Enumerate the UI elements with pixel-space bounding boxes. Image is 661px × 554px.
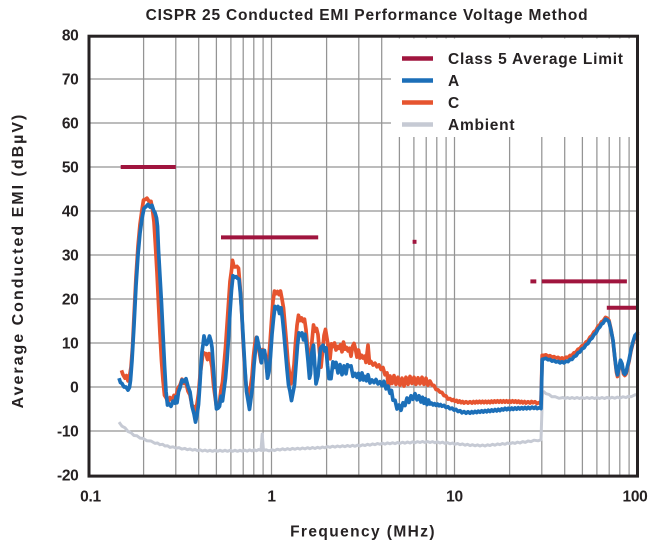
svg-text:0.1: 0.1	[80, 489, 101, 506]
svg-text:60: 60	[62, 116, 79, 133]
svg-text:C: C	[448, 95, 460, 112]
svg-text:Frequency (MHz): Frequency (MHz)	[290, 524, 436, 541]
svg-text:1: 1	[267, 489, 276, 506]
svg-text:80: 80	[62, 28, 79, 45]
svg-text:0: 0	[70, 380, 78, 397]
svg-text:-20: -20	[57, 468, 79, 485]
svg-text:A: A	[448, 73, 460, 90]
svg-text:40: 40	[62, 204, 79, 221]
svg-text:50: 50	[62, 160, 79, 177]
svg-text:70: 70	[62, 72, 79, 89]
svg-text:10: 10	[446, 489, 463, 506]
svg-text:CISPR 25 Conducted EMI Perform: CISPR 25 Conducted EMI Performance Volta…	[146, 7, 589, 24]
svg-text:Ambient: Ambient	[448, 117, 515, 134]
svg-text:100: 100	[623, 489, 648, 506]
svg-text:Average Conducted EMI (dBµV): Average Conducted EMI (dBµV)	[10, 113, 27, 409]
svg-text:30: 30	[62, 248, 79, 265]
svg-text:20: 20	[62, 292, 79, 309]
svg-text:-10: -10	[57, 424, 79, 441]
svg-text:Class 5 Average Limit: Class 5 Average Limit	[448, 51, 624, 68]
svg-text:10: 10	[62, 336, 79, 353]
